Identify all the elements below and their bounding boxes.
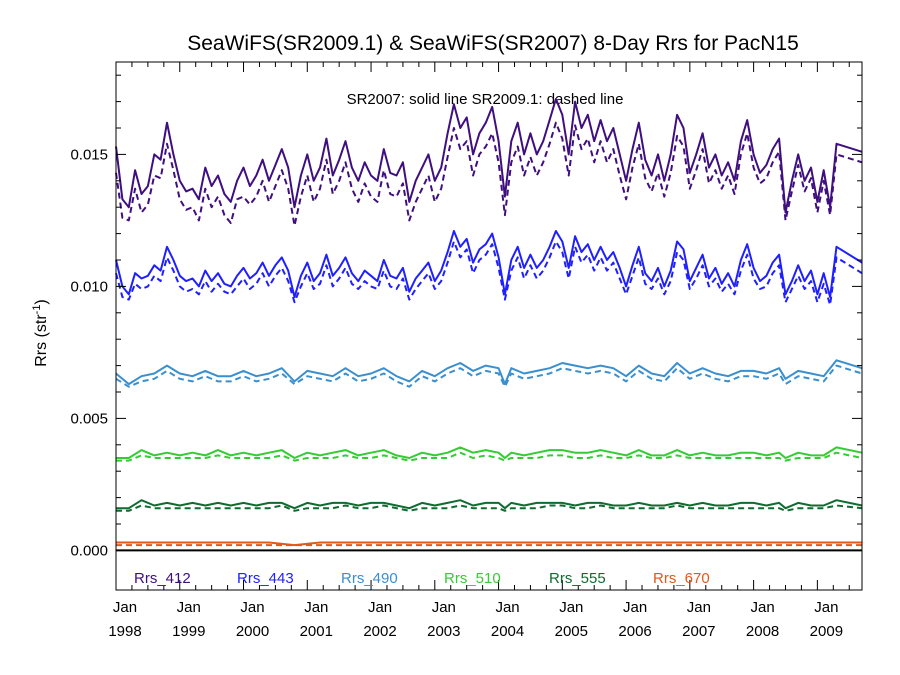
x-tick-year-label: 2008	[746, 623, 779, 640]
y-tick-label: 0.010	[70, 278, 108, 295]
x-tick-month-label: Jan	[368, 599, 392, 616]
series-line-rrs-443-sr2007	[115, 230, 863, 298]
series-line-rrs-443-sr2009-1	[115, 240, 863, 306]
series-line-rrs-555-sr2009-1	[116, 504, 863, 512]
plot-frame	[115, 61, 863, 591]
series-line-rrs-555-sr2007	[116, 499, 863, 510]
x-tick-month-label: Jan	[432, 599, 456, 616]
series-line-rrs-412-sr2009-1	[115, 121, 863, 227]
x-tick-year-label: 2009	[810, 623, 843, 640]
x-tick-month-label: Jan	[304, 599, 328, 616]
legend-entry-rrs-412: Rrs_412	[134, 570, 191, 587]
x-tick-month-label: Jan	[113, 599, 137, 616]
legend-entry-rrs-443: Rrs_443	[237, 570, 294, 587]
legend-entry-rrs-490: Rrs_490	[341, 570, 398, 587]
x-tick-year-label: 2006	[618, 623, 651, 640]
x-tick-month-label: Jan	[751, 599, 775, 616]
x-tick-year-label: 1999	[172, 623, 205, 640]
x-tick-month-label: Jan	[623, 599, 647, 616]
x-tick-month-label: Jan	[177, 599, 201, 616]
x-tick-month-label: Jan	[687, 599, 711, 616]
series-line-rrs-670-sr2007	[116, 541, 862, 547]
x-tick-year-label: 2000	[236, 623, 269, 640]
x-tick-month-label: Jan	[240, 599, 264, 616]
axes: 0.000 0.005 0.010 0.015 Jan 1998 Jan 1999 Jan 200…	[70, 61, 863, 640]
legend: Rrs_412 Rrs_443 Rrs_490 Rrs_510 Rrs_555 Rrs_6…	[134, 570, 710, 587]
plot-area	[115, 98, 863, 552]
y-tick-label: 0.000	[70, 542, 108, 559]
y-tick-label: 0.005	[70, 410, 108, 427]
y-axis-label: Rrs (str-1)	[31, 299, 50, 367]
legend-entry-rrs-555: Rrs_555	[549, 570, 606, 587]
y-axis-label-superscript: -1	[31, 305, 43, 315]
x-tick-month-label: Jan	[559, 599, 583, 616]
series-line-rrs-412-sr2007	[115, 98, 863, 214]
series-line-rrs-510-sr2007	[116, 446, 863, 459]
y-axis-label-text: Rrs (str	[33, 314, 50, 367]
x-tick-year-label: 2002	[363, 623, 396, 640]
x-tick-month-label: Jan	[814, 599, 838, 616]
line-style-annotation: SR2007: solid line SR2009.1: dashed line	[347, 91, 624, 108]
x-tick-year-label: 2005	[555, 623, 588, 640]
x-tick-month-label: Jan	[495, 599, 519, 616]
x-tick-year-label: 2001	[300, 623, 333, 640]
chart-title: SeaWiFS(SR2009.1) & SeaWiFS(SR2007) 8-Da…	[187, 32, 799, 55]
x-tick-year-label: 2004	[491, 623, 524, 640]
legend-entry-rrs-510: Rrs_510	[444, 570, 501, 587]
x-tick-year-label: 1998	[108, 623, 141, 640]
series-line-rrs-490-sr2007	[115, 359, 863, 386]
legend-entry-rrs-670: Rrs_670	[653, 570, 710, 587]
series-line-rrs-510-sr2009-1	[116, 451, 863, 462]
x-tick-year-label: 2003	[427, 623, 460, 640]
y-tick-label: 0.015	[70, 146, 108, 163]
x-tick-year-label: 2007	[682, 623, 715, 640]
